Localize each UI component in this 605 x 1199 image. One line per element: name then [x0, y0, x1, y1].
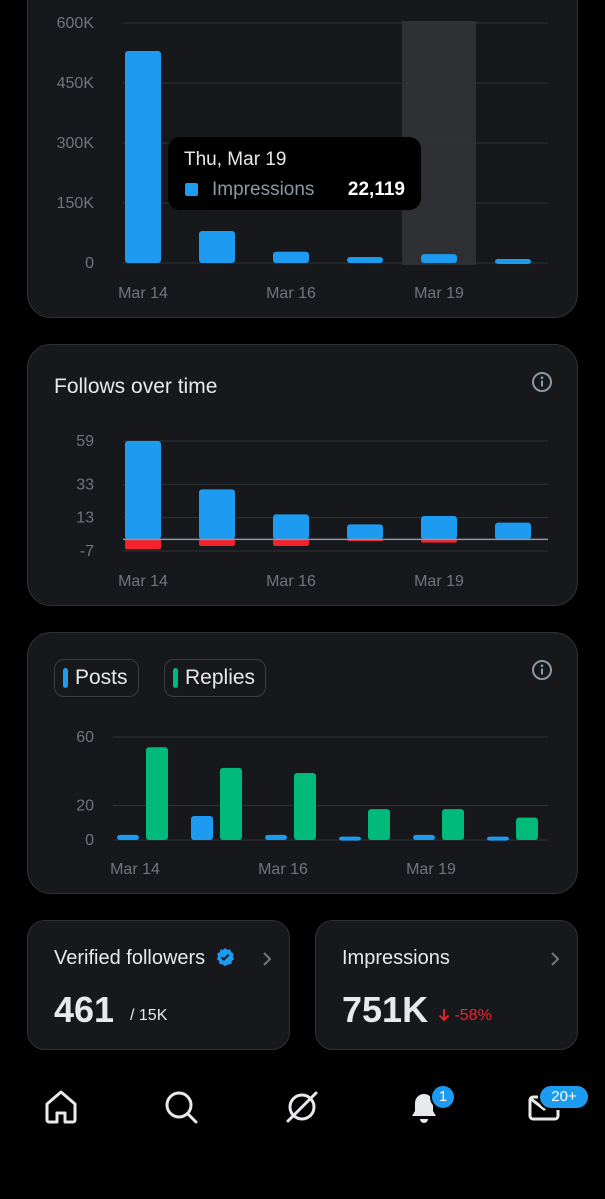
follows-bar [495, 522, 531, 540]
impressions-change: -58% [438, 1007, 492, 1025]
posts-bar [117, 834, 139, 840]
impressions-bar [347, 257, 383, 263]
messages-badge: 20+ [538, 1084, 590, 1110]
replies-bar [146, 747, 168, 840]
x-tick-label: Mar 19 [414, 285, 464, 302]
legend-posts[interactable]: Posts [54, 659, 139, 697]
y-tick-label: 13 [76, 510, 94, 527]
impressions-bar [199, 231, 235, 263]
replies-bar [294, 773, 316, 840]
verified-followers-card[interactable]: Verified followers 461 / 15K [27, 920, 290, 1050]
follows-bar [347, 524, 383, 540]
verified-followers-value: 461 [54, 989, 115, 1030]
tooltip-swatch [185, 183, 198, 196]
x-tick-label: Mar 14 [110, 861, 160, 878]
tooltip-date: Thu, Mar 19 [184, 149, 287, 170]
posts-bar [487, 836, 509, 841]
y-tick-label: 450K [57, 75, 95, 92]
x-tick-label: Mar 16 [266, 573, 316, 590]
y-tick-label: 59 [76, 433, 94, 450]
y-tick-label: 0 [85, 832, 94, 849]
y-tick-label: 600K [57, 15, 95, 32]
replies-bar [516, 817, 538, 840]
info-icon[interactable] [531, 371, 553, 393]
chevron-right-icon [551, 952, 560, 966]
impressions-stat-title: Impressions [342, 947, 450, 969]
chart-tooltip: Thu, Mar 19 Impressions 22,119 [168, 137, 421, 210]
verified-followers-label: Verified followers [54, 947, 206, 969]
follows-chart-card: Follows over time 59 33 13 -7 Mar 14 Mar 16 Ma… [27, 344, 578, 606]
legend-replies[interactable]: Replies [164, 659, 267, 697]
replies-bar [442, 809, 464, 840]
unfollows-bar [421, 539, 457, 543]
grok-icon[interactable] [280, 1085, 324, 1129]
unfollows-bar [125, 539, 161, 550]
x-tick-label: Mar 19 [406, 861, 456, 878]
impressions-stat-card[interactable]: Impressions 751K -58% [315, 920, 578, 1050]
posts-bar [191, 815, 213, 840]
follows-bar-chart[interactable]: 59 33 13 -7 Mar 14 Mar 16 Mar 19 [28, 345, 579, 607]
follows-bar [273, 514, 309, 540]
follows-bar [125, 441, 161, 540]
arrow-down-icon [438, 1009, 450, 1022]
x-tick-label: Mar 19 [414, 573, 464, 590]
impressions-stat-value: 751K [342, 989, 429, 1030]
x-tick-label: Mar 14 [118, 573, 168, 590]
activity-chart-card: Posts Replies 0 20 60 Mar 14 Mar 16 Mar 19 [27, 632, 578, 894]
tooltip-value: 22,119 [347, 179, 405, 200]
impressions-bar [273, 251, 309, 263]
x-tick-label: Mar 16 [266, 285, 316, 302]
impressions-bar [495, 259, 531, 264]
x-tick-label: Mar 16 [258, 861, 308, 878]
home-icon[interactable] [39, 1085, 83, 1129]
unfollows-bar [199, 539, 235, 546]
posts-bar [265, 834, 287, 840]
follows-card-title: Follows over time [54, 375, 218, 398]
info-icon[interactable] [531, 659, 553, 681]
y-tick-label: 0 [85, 255, 94, 272]
notifications-badge: 1 [430, 1084, 456, 1110]
y-tick-label: 150K [57, 195, 95, 212]
replies-bar [368, 809, 390, 840]
follows-bar [199, 489, 235, 540]
y-tick-label: 300K [57, 135, 95, 152]
verified-followers-title: Verified followers [54, 947, 235, 970]
posts-replies-bar-chart[interactable]: 0 20 60 Mar 14 Mar 16 Mar 19 [28, 633, 579, 895]
chevron-right-icon [263, 952, 272, 966]
posts-bar [413, 834, 435, 840]
y-tick-label: 60 [76, 729, 94, 746]
impressions-chart-card: 0 150K 300K 450K 600K Mar 14 Mar 16 Mar 19 [27, 0, 578, 318]
impressions-bar [421, 254, 457, 263]
y-tick-label: -7 [80, 543, 94, 560]
unfollows-bar [273, 539, 309, 546]
verified-badge-icon [216, 947, 234, 967]
y-tick-label: 33 [76, 476, 94, 493]
x-tick-label: Mar 14 [118, 285, 168, 302]
search-icon[interactable] [159, 1085, 203, 1129]
followers-total: / 15K [130, 1007, 168, 1024]
y-tick-label: 20 [76, 798, 94, 815]
replies-bar [220, 767, 242, 840]
posts-bar [339, 836, 361, 841]
tooltip-label: Impressions [212, 179, 315, 200]
impressions-bar [125, 51, 161, 263]
impressions-change-value: -58% [454, 1007, 492, 1024]
follows-bar [421, 516, 457, 540]
